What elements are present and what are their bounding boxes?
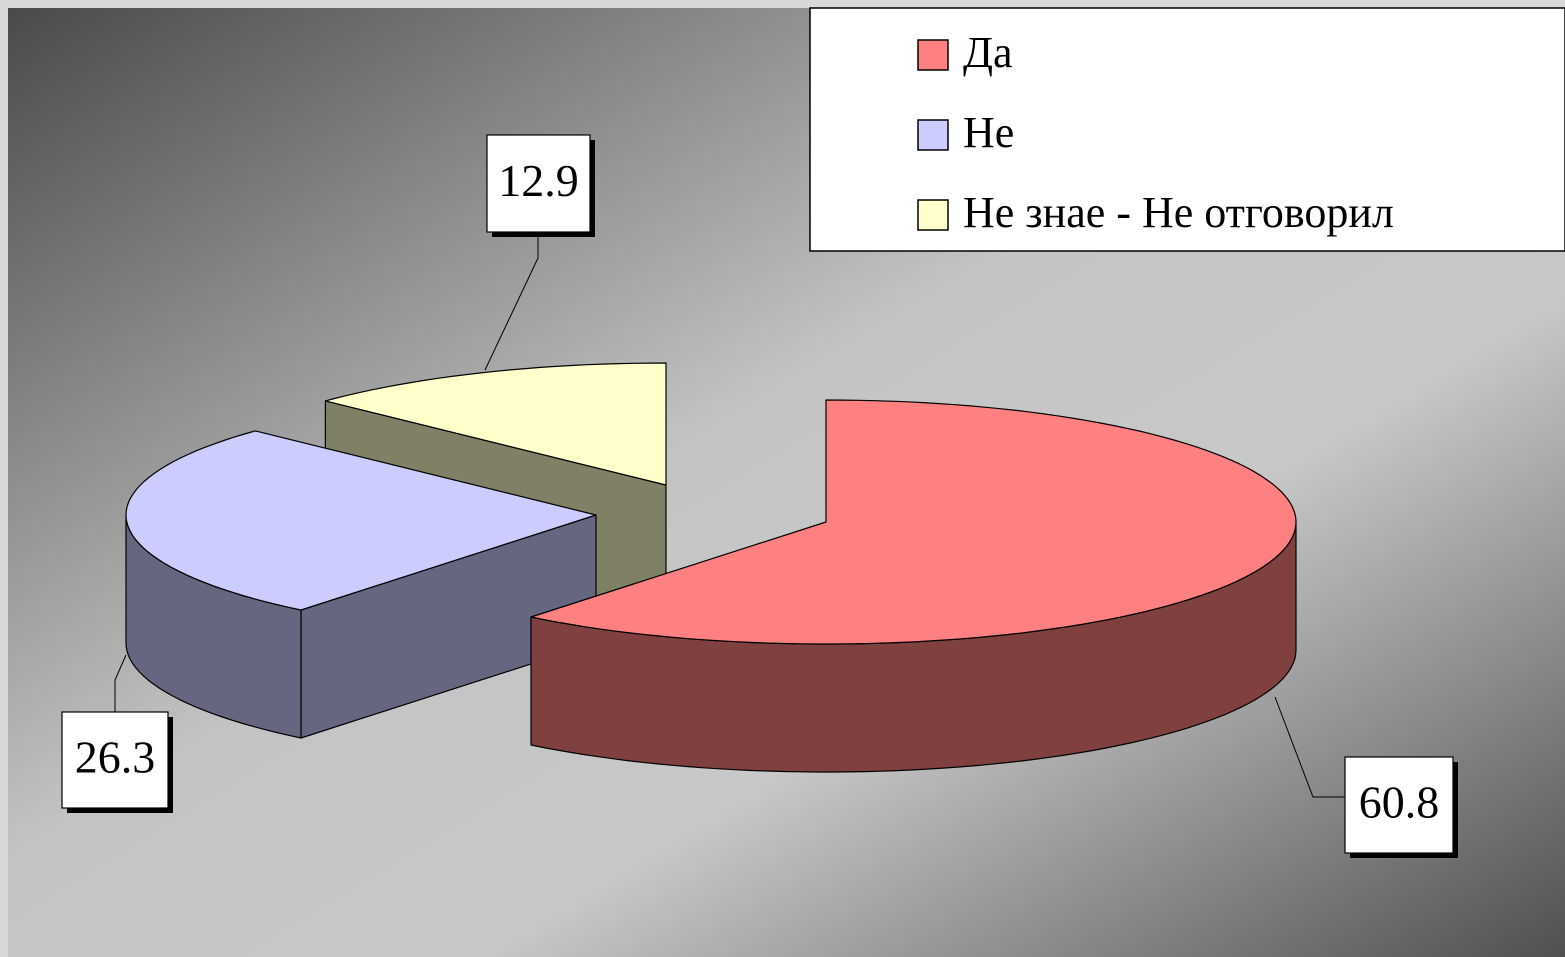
leader-line	[1274, 696, 1345, 798]
legend-swatch	[917, 39, 949, 71]
pie	[125, 362, 1297, 773]
data-labels: 60.8 26.3 12.9	[61, 134, 1458, 858]
data-label: 26.3	[75, 732, 156, 783]
legend-swatch	[917, 119, 949, 151]
leader-line	[114, 654, 127, 712]
legend-label: Не	[963, 108, 1014, 157]
label-box	[1344, 756, 1454, 854]
label-box	[61, 711, 169, 809]
slice	[324, 362, 667, 486]
slice	[530, 399, 1297, 645]
legend-swatch	[917, 199, 949, 231]
label-box	[486, 134, 591, 233]
legend-label: Не знае - Не отговорил	[963, 188, 1394, 237]
data-label: 60.8	[1359, 777, 1440, 828]
slice	[125, 430, 597, 611]
leader-line	[484, 232, 539, 371]
data-label: 12.9	[498, 155, 579, 206]
legend-label: Да	[963, 28, 1013, 77]
legend: Да Не Не знае - Не отговорил	[809, 7, 1565, 252]
